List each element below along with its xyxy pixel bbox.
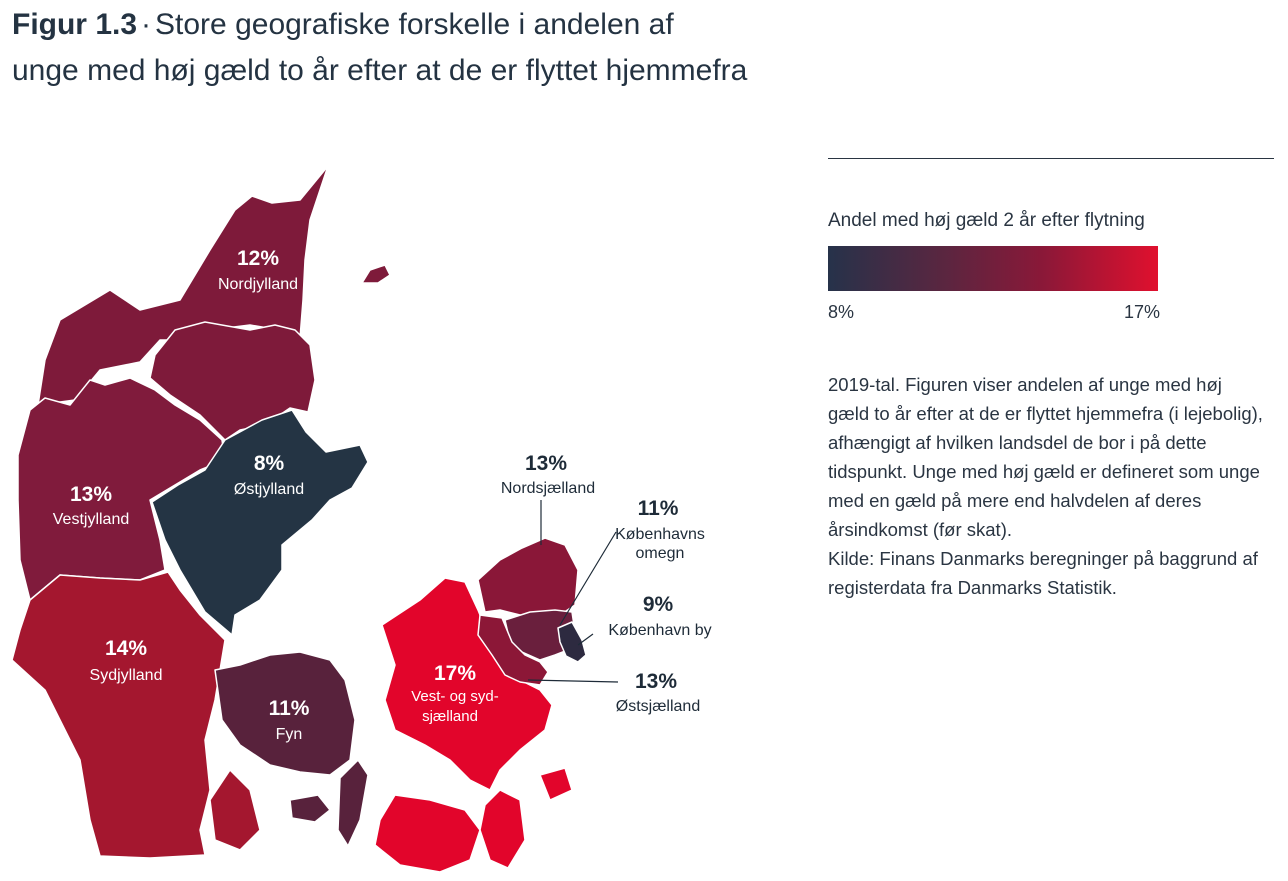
name-kbh-omegn-line2: omegn [636, 545, 685, 562]
value-kbh-omegn: 11% [638, 497, 679, 520]
name-nordsjaelland: Nordsjælland [501, 480, 595, 497]
region-shape-ostjylland [151, 409, 369, 636]
name-vestjylland: Vestjylland [53, 511, 130, 528]
name-ostsjaelland: Østsjælland [616, 698, 700, 715]
legend-divider [828, 158, 1274, 159]
title-line1: Store geografiske forskelle i andelen af [155, 8, 674, 41]
region-fyn [214, 651, 369, 847]
region-sydjylland [11, 571, 261, 859]
name-nordjylland: Nordjylland [218, 276, 298, 293]
island-lolland [374, 794, 481, 873]
island-laeso [361, 264, 391, 284]
title-line2: unge med høj gæld to år efter at de er f… [12, 54, 748, 87]
region-shape-vestsjaelland [381, 577, 553, 791]
region-shape-nordjylland [37, 165, 329, 406]
region-kbh-by [557, 621, 587, 663]
figure-label: Figur 1.3 [12, 8, 138, 41]
leader-kbh-omegn [559, 531, 617, 626]
name-vestsjaelland-line1: Vest- og syd- [411, 688, 499, 705]
region-labels-outside: 13% Nordsjælland 11% Københavns omegn 9%… [501, 452, 712, 715]
island-aero [289, 794, 331, 823]
region-vestsjaelland [374, 577, 573, 873]
value-nordjylland: 12% [237, 247, 279, 270]
value-sydjylland: 14% [105, 637, 147, 660]
legend-title: Andel med høj gæld 2 år efter flytning [828, 210, 1145, 231]
value-vestjylland: 13% [70, 483, 112, 506]
region-shape-nordjylland-east [149, 321, 316, 441]
name-sydjylland: Sydjylland [90, 667, 163, 684]
region-nordsjaelland [477, 537, 579, 621]
figure-title: Figur 1.3 · Store geografiske forskelle i … [12, 2, 992, 94]
legend-min-label: 8% [828, 302, 855, 322]
value-fyn: 11% [269, 697, 310, 720]
name-kbh-by: København by [608, 622, 711, 639]
value-nordsjaelland: 13% [525, 452, 567, 475]
note-text: 2019-tal. Figuren viser andelen af unge … [828, 374, 1263, 540]
leader-kbh-by [577, 633, 594, 646]
region-shape-nordsjaelland [477, 537, 579, 621]
leader-lines [527, 500, 619, 683]
value-ostsjaelland: 13% [635, 670, 677, 693]
region-shape-fyn [214, 651, 356, 776]
region-ostjylland [151, 409, 369, 636]
note-source: Kilde: Finans Danmarks beregninger på ba… [828, 548, 1258, 598]
value-vestsjaelland: 17% [434, 662, 476, 685]
region-shape-kbh-by [557, 621, 587, 663]
name-fyn: Fyn [276, 726, 303, 743]
region-ostsjaelland [477, 614, 549, 686]
name-kbh-omegn-line1: Københavns [615, 526, 705, 543]
region-shape-sydjylland [11, 571, 226, 859]
name-vestsjaelland-line2: sjælland [422, 708, 478, 725]
island-mon [539, 767, 573, 801]
island-falster [479, 789, 526, 869]
island-langeland [337, 759, 369, 847]
denmark-map: 12% Nordjylland 13% Vestjylland 8% Østjy… [11, 165, 712, 873]
leader-ostsjaelland [527, 679, 619, 683]
value-ostjylland: 8% [254, 452, 285, 475]
region-nordjylland [37, 165, 391, 441]
legend-max-label: 17% [1124, 302, 1161, 322]
region-shape-ostsjaelland [477, 614, 549, 686]
legend-color-scale [828, 246, 1158, 291]
title-separator: · [141, 8, 152, 41]
name-ostjylland: Østjylland [234, 481, 304, 498]
value-kbh-by: 9% [643, 593, 674, 616]
figure-note: 2019-tal. Figuren viser andelen af unge … [828, 370, 1268, 602]
region-labels-inside: 12% Nordjylland 13% Vestjylland 8% Østjy… [53, 247, 499, 743]
island-als [209, 769, 261, 851]
